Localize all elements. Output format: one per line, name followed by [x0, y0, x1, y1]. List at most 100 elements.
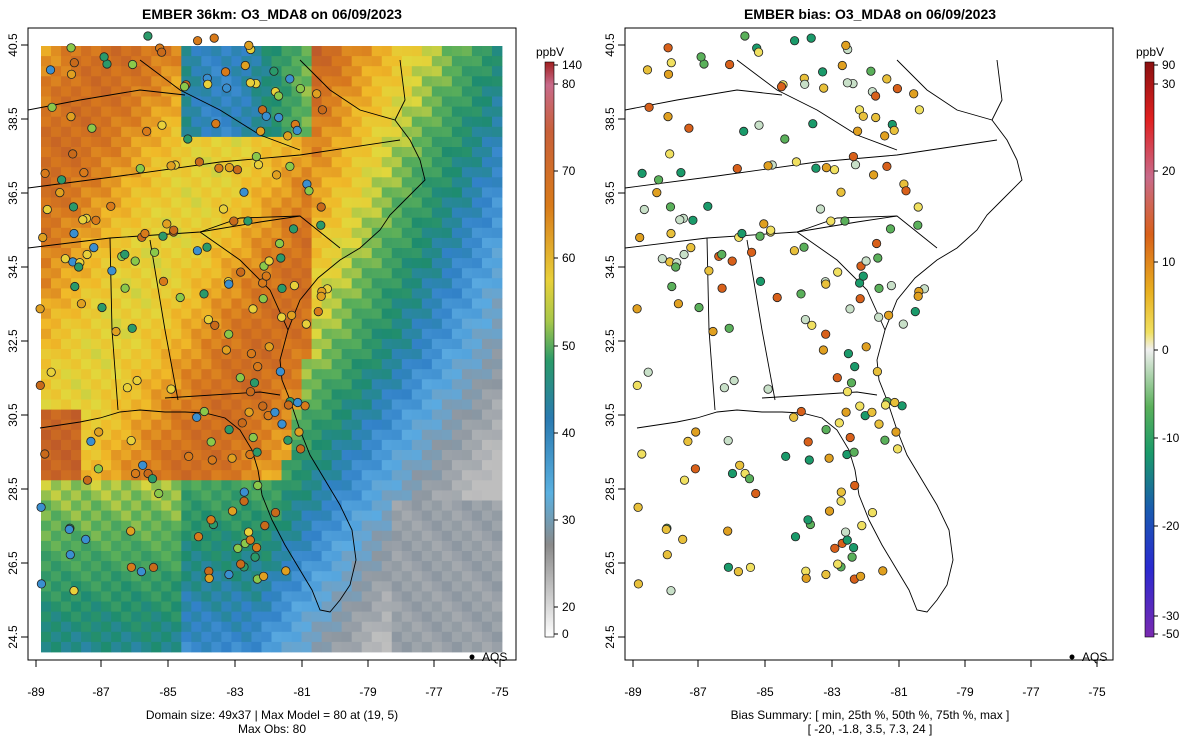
- grid-cell: [451, 621, 463, 633]
- grid-cell: [41, 641, 52, 653]
- grid-cell: [371, 641, 383, 653]
- grid-cell: [211, 591, 222, 602]
- grid-cell: [141, 76, 152, 87]
- grid-cell: [161, 136, 172, 148]
- grid-cell: [361, 551, 373, 562]
- aqs-site: [301, 319, 311, 329]
- aqs-bias-site: [665, 149, 675, 159]
- grid-cell: [381, 490, 393, 501]
- grid-cell: [131, 237, 142, 249]
- grid-cell: [301, 56, 312, 67]
- grid-cell: [451, 197, 463, 208]
- grid-cell: [51, 278, 62, 289]
- aqs-bias-site: [663, 69, 674, 79]
- grid-cell: [291, 56, 302, 67]
- aqs-site: [240, 60, 250, 71]
- state-boundaries-bias: [625, 59, 1023, 613]
- grid-cell: [221, 439, 232, 451]
- grid-cell: [191, 318, 202, 330]
- grid-cell: [131, 96, 142, 107]
- grid-cell: [351, 136, 363, 148]
- grid-cell: [261, 460, 272, 471]
- grid-cell: [51, 601, 62, 612]
- grid-cell: [471, 470, 483, 481]
- grid-cell: [71, 419, 82, 431]
- grid-cell: [271, 298, 282, 309]
- grid-cell: [221, 318, 232, 330]
- grid-cell: [231, 429, 242, 441]
- aqs-site: [286, 310, 297, 320]
- grid-cell: [101, 399, 112, 410]
- grid-cell: [441, 308, 453, 320]
- grid-cell: [121, 237, 132, 249]
- grid-cell: [81, 227, 92, 239]
- grid-cell: [41, 460, 52, 471]
- aqs-bias-site: [717, 249, 727, 259]
- y-tick-label: 36.5: [6, 181, 20, 205]
- grid-cell: [411, 96, 423, 107]
- grid-cell: [111, 460, 122, 471]
- grid-cell: [141, 318, 152, 330]
- grid-cell: [451, 126, 463, 138]
- grid-cell: [261, 581, 272, 592]
- grid-cell: [451, 288, 463, 299]
- grid-cell: [91, 520, 102, 532]
- grid-cell: [171, 359, 182, 370]
- grid-cell: [481, 631, 493, 643]
- grid-cell: [411, 116, 423, 128]
- grid-cell: [101, 76, 112, 87]
- aqs-bias-site: [871, 112, 881, 123]
- grid-cell: [61, 258, 72, 269]
- aqs-bias-site: [867, 507, 878, 518]
- aqs-bias-site: [704, 266, 714, 276]
- grid-cell: [101, 207, 112, 219]
- grid-cell: [471, 288, 483, 299]
- grid-cell: [101, 187, 112, 198]
- grid-cell: [471, 551, 483, 562]
- grid-cell: [471, 217, 483, 229]
- grid-cell: [51, 217, 62, 229]
- grid-cell: [51, 500, 62, 511]
- grid-cell: [351, 298, 363, 309]
- grid-cell: [151, 278, 162, 289]
- grid-cell: [161, 308, 172, 320]
- grid-cell: [371, 379, 383, 390]
- grid-cell: [111, 369, 122, 380]
- aqs-bias-site: [892, 84, 903, 94]
- grid-cell: [181, 641, 192, 653]
- grid-cell: [171, 510, 182, 522]
- grid-cell: [111, 308, 122, 320]
- grid-cell: [161, 106, 172, 118]
- grid-cell: [331, 248, 343, 259]
- grid-cell: [281, 561, 292, 572]
- grid-cell: [211, 298, 222, 309]
- grid-cell: [181, 46, 192, 57]
- grid-cell: [81, 379, 92, 390]
- grid-cell: [331, 551, 343, 562]
- grid-cell: [491, 601, 503, 612]
- aqs-site: [40, 168, 50, 178]
- grid-cell: [411, 278, 423, 289]
- grid-cell: [241, 460, 252, 471]
- grid-cell: [41, 409, 52, 421]
- grid-cell: [91, 450, 102, 461]
- grid-cell: [271, 136, 282, 148]
- grid-cell: [131, 308, 142, 320]
- aqs-site: [130, 468, 141, 479]
- grid-cell: [111, 611, 122, 623]
- grid-cell: [341, 470, 353, 481]
- aqs-site: [270, 507, 281, 518]
- grid-cell: [311, 571, 323, 582]
- grid-cell: [261, 56, 272, 67]
- grid-cell: [451, 450, 463, 461]
- grid-cell: [301, 621, 312, 633]
- grid-cell: [181, 207, 192, 219]
- grid-cell: [371, 76, 383, 87]
- grid-cell: [281, 419, 292, 431]
- grid-cell: [211, 631, 222, 643]
- grid-cell: [201, 470, 212, 481]
- aqs-bias-site: [804, 455, 814, 465]
- grid-cell: [71, 540, 82, 552]
- grid-cell: [131, 641, 142, 653]
- grid-cell: [271, 500, 282, 511]
